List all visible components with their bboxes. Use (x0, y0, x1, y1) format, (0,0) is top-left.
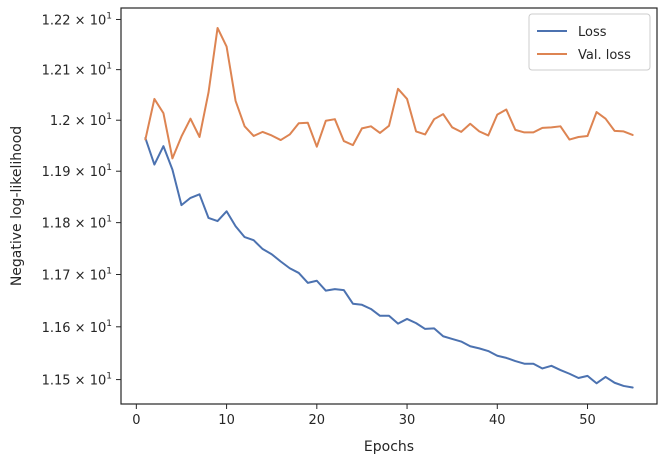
y-tick-label: 1.21 × 101 (42, 62, 112, 79)
x-tick-label: 20 (309, 413, 326, 428)
series-line-val-loss (144, 26, 634, 160)
y-tick-label: 1.16 × 101 (42, 319, 112, 336)
x-tick-label: 10 (218, 413, 235, 428)
x-tick-label: 0 (132, 413, 140, 428)
y-tick-label: 1.18 × 101 (42, 215, 112, 232)
y-tick-label: 1.17 × 101 (42, 267, 112, 284)
x-tick-label: 50 (579, 413, 596, 428)
series-lines (144, 26, 634, 389)
y-tick-label: 1.2 × 101 (50, 112, 112, 129)
y-tick-label: 1.22 × 101 (42, 11, 112, 28)
y-tick-label: 1.15 × 101 (42, 372, 112, 389)
x-axis-ticks: 0 10 20 30 40 50 (132, 404, 596, 428)
y-axis-label: Negative log-likelihood (9, 126, 25, 286)
x-tick-label: 40 (489, 413, 506, 428)
legend-label-val-loss: Val. loss (578, 48, 631, 63)
legend-label-loss: Loss (578, 25, 607, 40)
series-line-loss (144, 137, 634, 389)
y-tick-label: 1.19 × 101 (42, 163, 112, 180)
y-axis-ticks: 1.15 × 101 1.16 × 101 1.17 × 101 1.18 × 101… (42, 11, 121, 389)
legend-box (528, 13, 651, 71)
x-tick-label: 30 (399, 413, 416, 428)
legend: Loss Val. loss (528, 13, 651, 71)
x-axis-label: Epochs (364, 439, 414, 455)
